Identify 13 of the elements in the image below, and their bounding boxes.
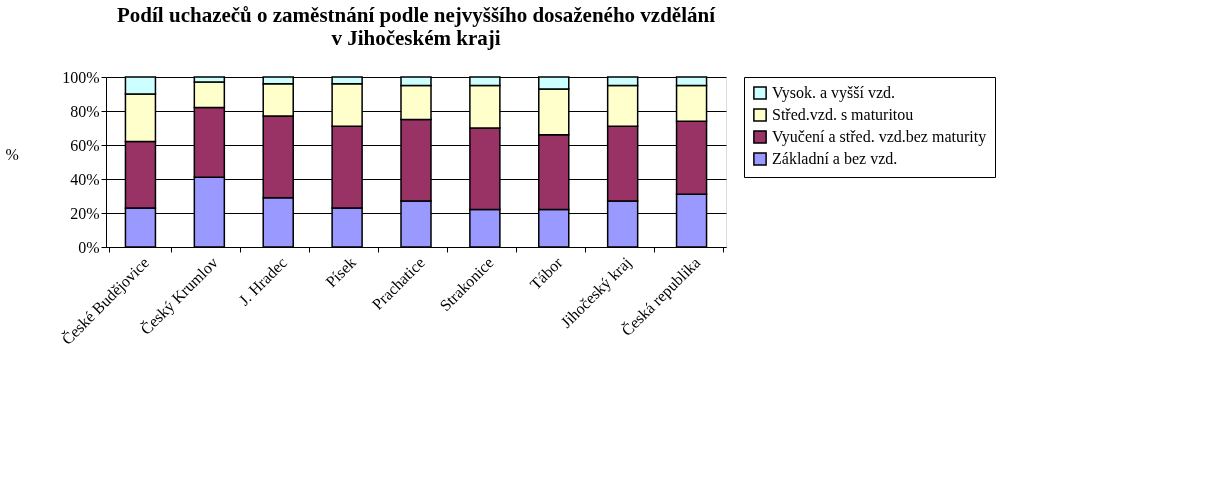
legend-label: Vysok. a vyšší vzd. xyxy=(772,84,896,102)
y-axis-title: % xyxy=(5,145,19,163)
legend-label: Vyučení a střed. vzd.bez maturity xyxy=(772,128,987,146)
y-tick-label: 20% xyxy=(70,204,100,222)
y-tick-label: 60% xyxy=(70,136,100,154)
y-tick-label: 0% xyxy=(78,238,100,256)
legend-label: Střed.vzd. s maturitou xyxy=(772,106,914,123)
y-tick-label: 80% xyxy=(70,102,100,120)
y-tick-label: 40% xyxy=(70,170,100,188)
legend-label: Základní a bez vzd. xyxy=(772,150,898,167)
y-tick-label: 100% xyxy=(62,68,100,86)
text: v Jihočeském kraji xyxy=(331,26,501,50)
text: Podíl uchazečů o zaměstnání podle nejvyššího dosaženého vzdělání xyxy=(117,3,715,27)
